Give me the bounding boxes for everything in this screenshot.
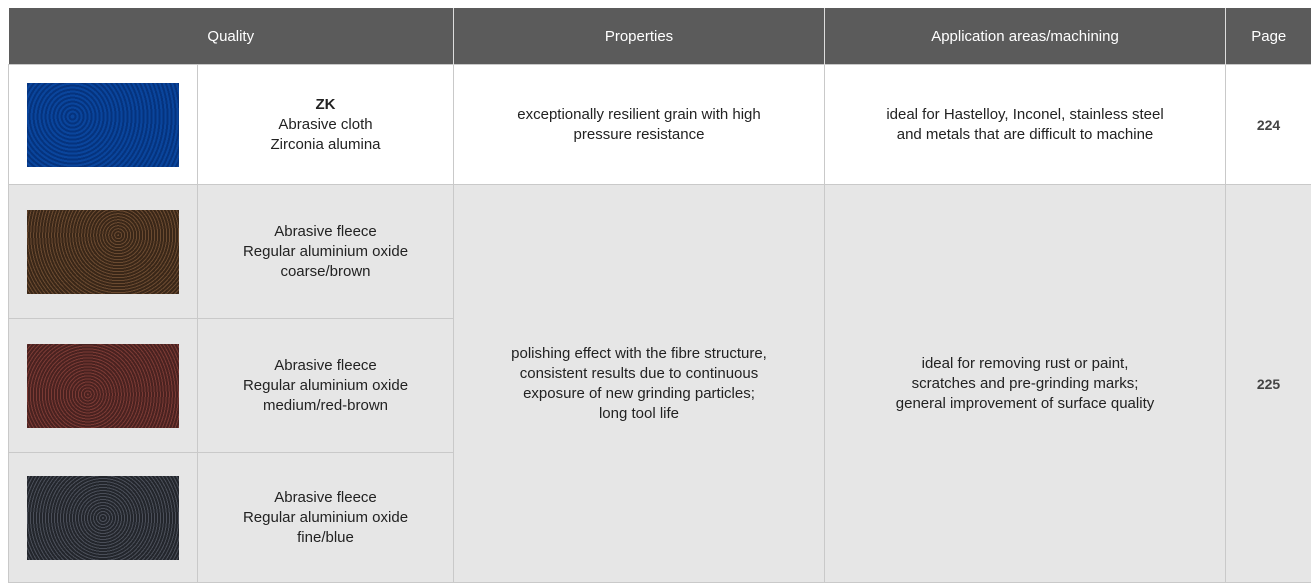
application-cell: ideal for removing rust or paint,scratch…: [825, 185, 1226, 583]
text-line: ideal for removing rust or paint,: [833, 354, 1217, 374]
header-cell: Quality: [9, 8, 454, 65]
header-cell: Application areas/machining: [825, 8, 1226, 65]
application-cell: ideal for Hastelloy, Inconel, stainless …: [825, 65, 1226, 185]
properties-cell: polishing effect with the fibre structur…: [454, 185, 825, 583]
product-table: Quality Properties Application areas/mac…: [8, 8, 1311, 583]
swatch-cell: [9, 453, 198, 583]
swatch: [27, 344, 179, 428]
text-line: Regular aluminium oxide: [206, 376, 445, 396]
text-line: pressure resistance: [462, 125, 816, 145]
text-line: medium/red-brown: [206, 396, 445, 416]
text-line: Abrasive fleece: [206, 488, 445, 508]
text-line: exposure of new grinding particles;: [462, 384, 816, 404]
text-line: Zirconia alumina: [206, 135, 445, 155]
text-line: polishing effect with the fibre structur…: [462, 344, 816, 364]
swatch-cell: [9, 65, 198, 185]
text-line: Abrasive cloth: [206, 115, 445, 135]
text-line: Abrasive fleece: [206, 222, 445, 242]
text-line: fine/blue: [206, 528, 445, 548]
text-line: ideal for Hastelloy, Inconel, stainless …: [833, 105, 1217, 125]
text-line: long tool life: [462, 404, 816, 424]
page-cell: 225: [1226, 185, 1311, 583]
swatch-cell: [9, 319, 198, 453]
swatch: [27, 210, 179, 294]
text-line: consistent results due to continuous: [462, 364, 816, 384]
text-line: Regular aluminium oxide: [206, 242, 445, 262]
text-line: Regular aluminium oxide: [206, 508, 445, 528]
swatch: [27, 83, 179, 167]
text-line: scratches and pre-grinding marks;: [833, 374, 1217, 394]
text-line: Abrasive fleece: [206, 356, 445, 376]
text-line: coarse/brown: [206, 262, 445, 282]
product-code: ZK: [206, 95, 445, 115]
swatch: [27, 476, 179, 560]
header-row: Quality Properties Application areas/mac…: [9, 8, 1311, 65]
text-line: general improvement of surface quality: [833, 394, 1217, 414]
text-line: exceptionally resilient grain with high: [462, 105, 816, 125]
header-cell: Page: [1226, 8, 1311, 65]
page-cell: 224: [1226, 65, 1311, 185]
text-line: and metals that are difficult to machine: [833, 125, 1217, 145]
header-cell: Properties: [454, 8, 825, 65]
swatch-cell: [9, 185, 198, 319]
